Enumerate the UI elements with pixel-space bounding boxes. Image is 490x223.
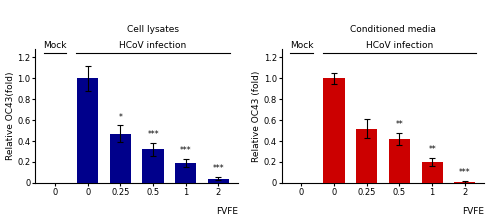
Bar bbox=[356, 128, 377, 183]
Text: Conditioned media: Conditioned media bbox=[350, 25, 436, 34]
Text: HCoV infection: HCoV infection bbox=[120, 41, 187, 50]
Text: ***: *** bbox=[459, 168, 471, 177]
Bar bbox=[143, 149, 164, 183]
Text: Mock: Mock bbox=[290, 41, 313, 50]
Bar bbox=[110, 134, 131, 183]
Text: FVFE: FVFE bbox=[463, 207, 485, 216]
Text: ***: *** bbox=[180, 146, 192, 155]
Y-axis label: Relative OC43 (fold): Relative OC43 (fold) bbox=[252, 70, 261, 162]
Text: ***: *** bbox=[213, 164, 224, 173]
Text: **: ** bbox=[428, 145, 436, 154]
Bar bbox=[421, 162, 443, 183]
Bar bbox=[77, 78, 98, 183]
Text: ***: *** bbox=[147, 130, 159, 139]
Bar bbox=[389, 139, 410, 183]
Text: **: ** bbox=[395, 120, 403, 129]
Bar bbox=[208, 179, 229, 183]
Bar bbox=[323, 78, 345, 183]
Text: *: * bbox=[119, 113, 122, 122]
Bar bbox=[454, 182, 475, 183]
Text: Cell lysates: Cell lysates bbox=[127, 25, 179, 34]
Text: Mock: Mock bbox=[43, 41, 67, 50]
Y-axis label: Relative OC43(fold): Relative OC43(fold) bbox=[5, 72, 15, 160]
Text: HCoV infection: HCoV infection bbox=[366, 41, 433, 50]
Bar bbox=[175, 163, 196, 183]
Text: FVFE: FVFE bbox=[216, 207, 238, 216]
